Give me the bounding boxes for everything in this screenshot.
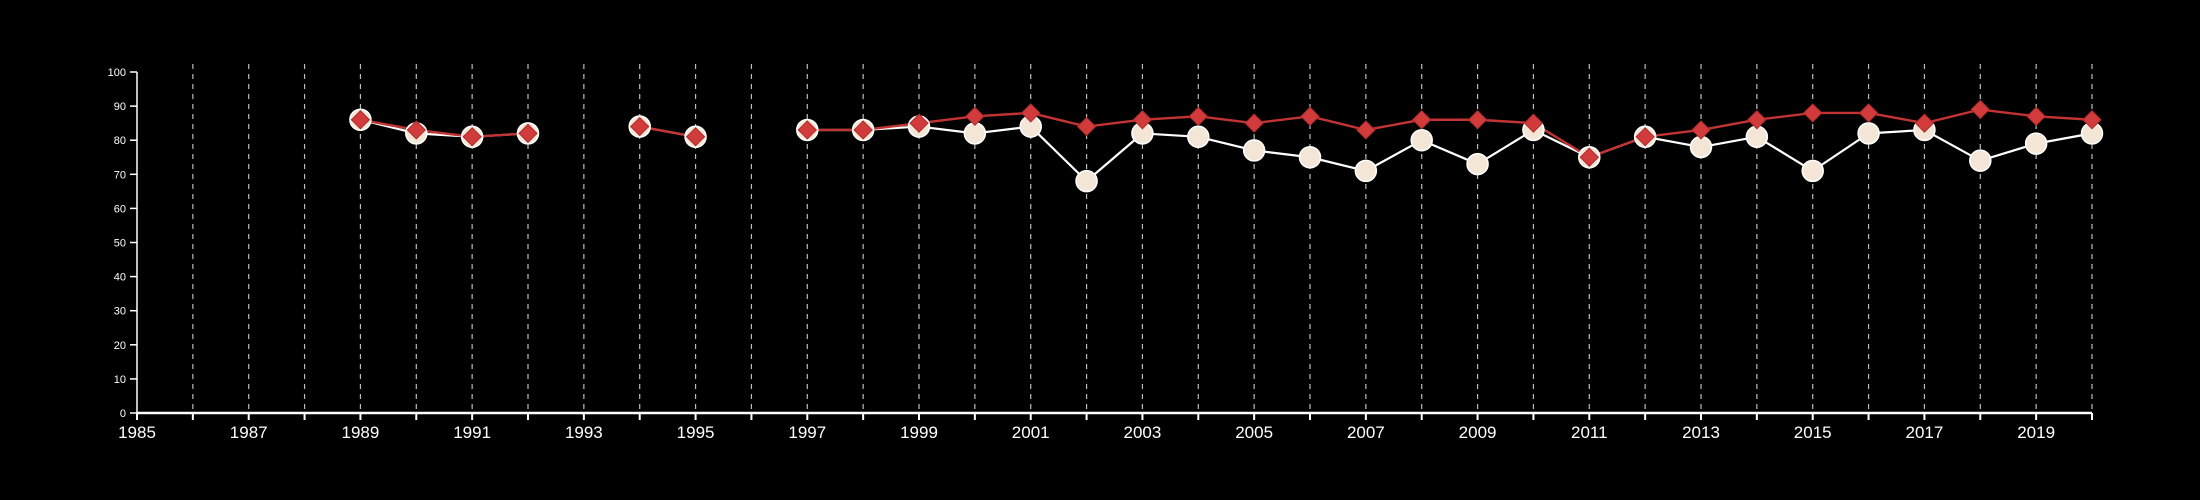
y-tick-label: 0: [120, 408, 126, 420]
circle-series-line-segment: [807, 125, 2093, 183]
x-tick-label: 1985: [118, 423, 156, 442]
diamond-marker-2014: [1747, 110, 1767, 130]
x-tick-label: 2001: [1012, 423, 1050, 442]
circle-marker-2002: [1075, 169, 1098, 193]
x-tick-label: 1987: [230, 423, 268, 442]
diamond-marker-2001: [1021, 103, 1041, 123]
y-tick-label: 50: [114, 238, 126, 250]
diamond-marker-1992: [518, 123, 538, 144]
x-tick-label: 1995: [677, 423, 715, 442]
y-tick-label: 10: [114, 374, 126, 386]
circle-marker-2018: [1969, 149, 1992, 172]
circle-marker-2008: [1410, 128, 1433, 152]
x-tick-label: 2013: [1682, 423, 1720, 442]
diamond-marker-1998: [853, 120, 873, 140]
x-tick-label: 1991: [453, 423, 491, 442]
diamond-marker-1994: [630, 116, 650, 137]
diamond-series-line-segment: [807, 108, 2093, 159]
diamond-marker-2002: [1076, 116, 1097, 137]
y-tick-label: 20: [114, 340, 126, 352]
diamond-marker-2009: [1467, 110, 1488, 130]
diamond-marker-2003: [1132, 110, 1153, 130]
x-tick-label: 2005: [1235, 423, 1273, 442]
diamond-marker-2008: [1412, 110, 1432, 130]
diamond-marker-2013: [1691, 120, 1711, 140]
x-tick-label: 2003: [1124, 423, 1162, 442]
diamond-marker-2016: [1858, 103, 1879, 123]
x-tick-label: 1993: [565, 423, 603, 442]
diamond-marker-2005: [1244, 113, 1264, 133]
y-tick-label: 80: [114, 135, 126, 147]
grid-layer: [192, 64, 2093, 413]
circle-marker-2019: [2024, 132, 2048, 155]
diamond-marker-2017: [1914, 113, 1935, 133]
diamond-marker-1989: [350, 110, 371, 130]
circle-marker-2005: [1242, 139, 1266, 162]
y-tick-label: 30: [114, 306, 126, 318]
y-tick-label: 90: [114, 101, 126, 113]
circle-marker-2007: [1354, 159, 1378, 183]
diamond-marker-2000: [965, 106, 985, 127]
x-tick-label: 1999: [900, 423, 938, 442]
diamond-marker-2004: [1188, 106, 1208, 127]
diamond-marker-2019: [2026, 106, 2046, 127]
x-tick-label: 2009: [1459, 423, 1497, 442]
x-tick-label: 1989: [342, 423, 380, 442]
diamond-marker-2010: [1523, 113, 1544, 133]
diamond-marker-1991: [462, 127, 482, 147]
y-tick-label: 60: [114, 203, 126, 215]
x-tick-label: 2019: [2017, 423, 2055, 442]
diamond-marker-2015: [1803, 103, 1823, 123]
diamond-marker-2018: [1970, 99, 1990, 120]
series-layer: [349, 99, 2104, 193]
x-tick-label: 2007: [1347, 423, 1385, 442]
diamond-marker-1999: [909, 113, 929, 133]
diamond-marker-2011: [1579, 147, 1599, 167]
y-tick-label: 70: [114, 169, 126, 181]
y-tick-label: 40: [114, 272, 126, 284]
circle-marker-2015: [1801, 159, 1824, 183]
diamond-marker-1990: [406, 120, 426, 140]
circle-marker-2016: [1857, 122, 1880, 145]
diamond-marker-2006: [1300, 106, 1320, 127]
circle-marker-2009: [1466, 152, 1489, 176]
axes-layer: 0 10 20 30 40 50 60 70 80 90 100 1985 1987 1989 1991 19…: [108, 67, 2093, 442]
diamond-marker-2007: [1356, 120, 1376, 140]
y-tick-label: 100: [108, 67, 126, 79]
x-tick-label: 2015: [1794, 423, 1832, 442]
x-tick-label: 1997: [788, 423, 826, 442]
x-tick-label: 2011: [1571, 423, 1608, 442]
diamond-series-line-segment: [360, 118, 529, 138]
diamond-marker-1995: [685, 127, 706, 147]
diamond-marker-1997: [797, 120, 817, 140]
x-tick-label: 2017: [1906, 423, 1944, 442]
circle-marker-2004: [1187, 125, 1210, 149]
diamond-marker-2012: [1635, 127, 1655, 147]
diamond-marker-2020: [2082, 110, 2102, 130]
circle-marker-2006: [1298, 146, 1322, 169]
